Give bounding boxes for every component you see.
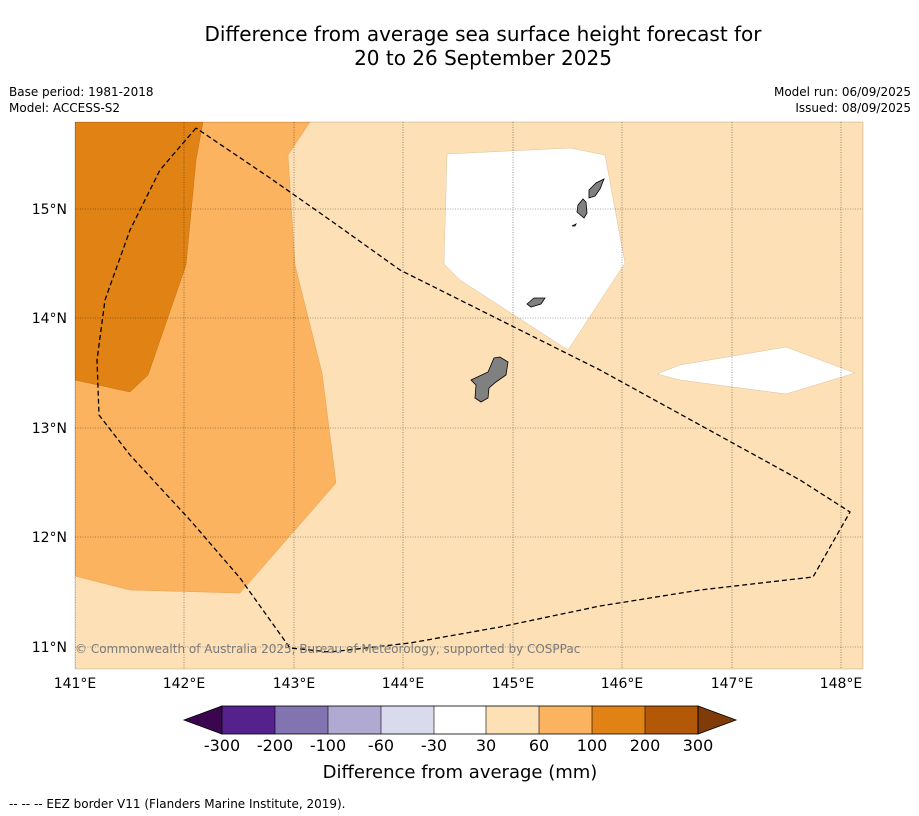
- island-saipan: [588, 178, 605, 199]
- map-frame: [74, 121, 864, 670]
- colorbar-segment: [486, 706, 539, 734]
- colorbar-label: Difference from average (mm): [323, 762, 598, 783]
- colorbar-tick-label: -60: [368, 736, 394, 755]
- lon-tick-label: 142°E: [163, 676, 206, 692]
- island-rota: [526, 297, 546, 308]
- colorbar-under-arrow: [182, 705, 223, 735]
- island-aguijan: [571, 223, 577, 227]
- colorbar-over-arrow: [697, 705, 738, 735]
- colorbar-ticks: -300 -200 -100 -60 -30 30 60 100 200 300: [204, 736, 713, 755]
- lon-axis: 141°E 142°E 143°E 144°E 145°E 146°E 147°…: [54, 676, 863, 692]
- lon-tick-label: 143°E: [273, 676, 316, 692]
- colorbar-segment: [222, 706, 275, 734]
- lat-tick-label: 15°N: [32, 202, 67, 218]
- island-guam: [470, 356, 509, 403]
- eez-border: [96, 127, 851, 653]
- lon-tick-label: 145°E: [492, 676, 535, 692]
- lon-tick-label: 147°E: [711, 676, 754, 692]
- colorbar-segment: [592, 706, 645, 734]
- lon-tick-label: 141°E: [54, 676, 97, 692]
- anomaly-band-100-200: [75, 122, 204, 393]
- meta-left: Base period: 1981-2018 Model: ACCESS-S2: [9, 84, 154, 116]
- lon-tick-label: 146°E: [601, 676, 644, 692]
- islands: [470, 178, 605, 403]
- colorbar-segment: [434, 706, 486, 734]
- copyright-notice: © Commonwealth of Australia 2025, Bureau…: [75, 642, 580, 656]
- colorbar-segment: [539, 706, 592, 734]
- title-line-1: Difference from average sea surface heig…: [204, 22, 762, 46]
- meta-right: Model run: 06/09/2025 Issued: 08/09/2025: [774, 84, 911, 116]
- colorbar-segment: [381, 706, 434, 734]
- chart-title: Difference from average sea surface heig…: [0, 22, 919, 70]
- colorbar-tick-label: -30: [421, 736, 447, 755]
- colorbar-segment: [275, 706, 328, 734]
- colorbar-segment: [328, 706, 381, 734]
- colorbar: -300 -200 -100 -60 -30 30 60 100 200 300…: [182, 705, 738, 783]
- colorbar-segment: [645, 706, 698, 734]
- model-run: Model run: 06/09/2025: [773, 85, 911, 99]
- issued-date: Issued: 08/09/2025: [795, 101, 911, 115]
- lon-tick-label: 144°E: [382, 676, 425, 692]
- colorbar-dividers: [274, 706, 646, 734]
- map-area: © Commonwealth of Australia 2025, Bureau…: [75, 122, 863, 669]
- colorbar-tick-label: 100: [577, 736, 608, 755]
- lat-tick-label: 12°N: [32, 530, 67, 546]
- graticule: [75, 122, 863, 669]
- lat-axis: 15°N 14°N 13°N 12°N 11°N: [32, 202, 67, 656]
- base-period: Base period: 1981-2018: [9, 85, 154, 99]
- island-tinian: [576, 198, 588, 219]
- colorbar-tick-label: 60: [529, 736, 549, 755]
- colorbar-tick-label: 30: [476, 736, 496, 755]
- colorbar-tick-label: 300: [683, 736, 714, 755]
- colorbar-tick-label: 200: [630, 736, 661, 755]
- title-line-2: 20 to 26 September 2025: [354, 46, 612, 70]
- near-zero-patch-north: [443, 147, 626, 351]
- lat-tick-label: 13°N: [32, 421, 67, 437]
- colorbar-tick-label: -200: [257, 736, 293, 755]
- model-name: Model: ACCESS-S2: [9, 101, 121, 115]
- lon-tick-label: 148°E: [820, 676, 863, 692]
- colorbar-frame: [221, 705, 699, 735]
- lat-tick-label: 14°N: [32, 311, 67, 327]
- colorbar-tick-label: -300: [204, 736, 240, 755]
- near-zero-patch-east: [656, 346, 856, 395]
- eez-legend: -- -- -- EEZ border V11 (Flanders Marine…: [9, 797, 346, 811]
- colorbar-tick-label: -100: [310, 736, 346, 755]
- lat-tick-label: 11°N: [32, 640, 67, 656]
